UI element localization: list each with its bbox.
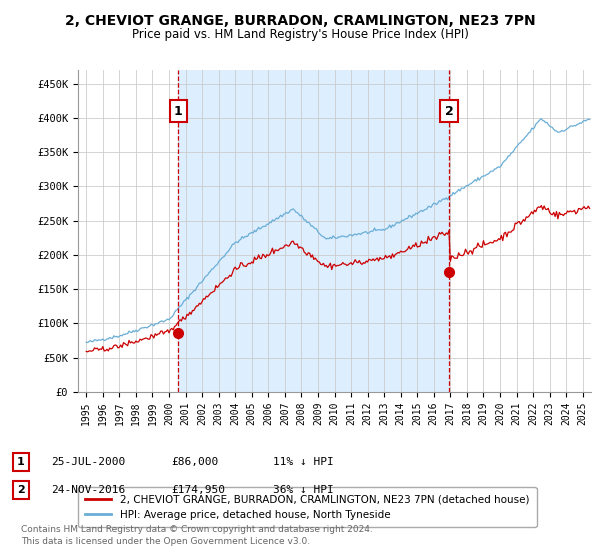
Text: 1: 1 [174, 105, 182, 118]
Text: £86,000: £86,000 [171, 457, 218, 467]
Text: 2, CHEVIOT GRANGE, BURRADON, CRAMLINGTON, NE23 7PN: 2, CHEVIOT GRANGE, BURRADON, CRAMLINGTON… [65, 14, 535, 28]
Text: 11% ↓ HPI: 11% ↓ HPI [273, 457, 334, 467]
Text: 25-JUL-2000: 25-JUL-2000 [51, 457, 125, 467]
Text: 36% ↓ HPI: 36% ↓ HPI [273, 485, 334, 495]
Bar [178, 70, 449, 392]
Legend: 2, CHEVIOT GRANGE, BURRADON, CRAMLINGTON, NE23 7PN (detached house), HPI: Averag: 2, CHEVIOT GRANGE, BURRADON, CRAMLINGTON… [78, 487, 536, 527]
Text: Contains HM Land Registry data © Crown copyright and database right 2024.
This d: Contains HM Land Registry data © Crown c… [21, 525, 373, 546]
Text: 1: 1 [17, 457, 25, 467]
Text: 2: 2 [17, 485, 25, 495]
Text: Price paid vs. HM Land Registry's House Price Index (HPI): Price paid vs. HM Land Registry's House … [131, 28, 469, 41]
Text: 24-NOV-2016: 24-NOV-2016 [51, 485, 125, 495]
Text: 2: 2 [445, 105, 454, 118]
Text: £174,950: £174,950 [171, 485, 225, 495]
